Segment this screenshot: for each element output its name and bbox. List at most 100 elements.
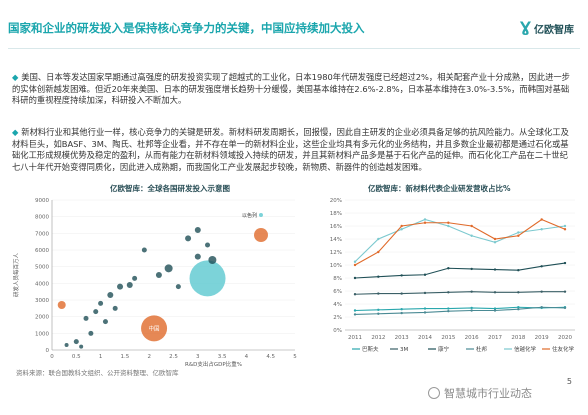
bubble xyxy=(208,256,217,264)
series-point xyxy=(447,307,450,310)
series-point xyxy=(377,308,380,312)
series-point xyxy=(447,224,450,228)
bubble xyxy=(205,242,211,248)
bubble xyxy=(141,247,147,253)
y-tick-label: 0% xyxy=(333,328,342,334)
series-point xyxy=(400,292,403,295)
paragraph-1: ◆ 美国、日本等发达国家早期通过高强度的研发投资实现了超越式的工业化，日本198… xyxy=(12,72,576,107)
bubble xyxy=(57,301,66,309)
legend-label: 3M xyxy=(400,347,408,353)
title-divider xyxy=(8,48,580,49)
series-point xyxy=(493,291,497,294)
bubble xyxy=(189,260,226,297)
logo: Ɣ 亿欧智库 xyxy=(520,20,574,36)
legend-label: 信越化学 xyxy=(514,345,537,353)
series-point xyxy=(493,241,497,244)
series-point xyxy=(540,306,543,310)
x-tick-label: 2019 xyxy=(535,335,549,341)
x-tick-label: 2016 xyxy=(465,335,479,341)
x-tick-label: 2020 xyxy=(558,335,572,341)
y-tick-label: 5000 xyxy=(35,265,49,271)
bubble xyxy=(194,253,201,260)
series-point xyxy=(470,224,473,228)
series-line xyxy=(354,291,565,295)
wechat-icon xyxy=(428,387,440,399)
x-tick-label: 2015 xyxy=(441,335,455,341)
series-point xyxy=(377,292,380,295)
bubble xyxy=(73,339,79,345)
bubble xyxy=(258,213,263,217)
bubble xyxy=(132,275,138,281)
legend-label: 巴斯夫 xyxy=(362,345,379,353)
series-point xyxy=(447,221,450,224)
y-tick-label: 18% xyxy=(330,211,342,217)
series-point xyxy=(353,260,357,263)
watermark-text: 智慧城市行业动态 xyxy=(444,387,532,400)
y-tick-label: 6% xyxy=(333,289,342,295)
bubble xyxy=(164,264,173,273)
series-point xyxy=(540,228,543,231)
series-point xyxy=(423,311,427,314)
x-tick-label: 3 xyxy=(196,354,200,360)
series-point xyxy=(563,290,567,293)
y-tick-label: 9000 xyxy=(35,198,49,204)
series-point xyxy=(400,224,403,228)
x-tick-label: 2011 xyxy=(348,335,362,341)
series-point xyxy=(400,311,403,315)
series-point xyxy=(377,237,380,241)
bubble xyxy=(112,305,118,311)
series-point xyxy=(493,268,497,271)
series-point xyxy=(563,306,567,309)
x-tick-label: 2018 xyxy=(511,335,525,341)
series-point xyxy=(563,224,567,228)
y-tick-label: 7000 xyxy=(35,231,49,237)
x-tick-label: 3.5 xyxy=(218,354,227,360)
scatter-chart-title: 亿欧智库：全球各国研发投入示意图 xyxy=(110,184,230,193)
bubble xyxy=(185,235,192,242)
series-point xyxy=(517,308,520,311)
bubble xyxy=(88,330,94,336)
series-point xyxy=(400,308,403,311)
logo-icon: Ɣ xyxy=(519,20,531,36)
source-note: 资料来源：联合国教科文组织、公开资料整理、亿欧智库 xyxy=(16,369,179,377)
series-point xyxy=(470,306,473,310)
bubble xyxy=(64,343,69,347)
series-point xyxy=(563,228,567,231)
series-point xyxy=(517,291,520,294)
bullet-icon: ◆ xyxy=(12,72,22,82)
x-tick-label: 2 xyxy=(147,354,151,360)
series-point xyxy=(353,263,357,267)
series-point xyxy=(517,231,520,234)
bubble xyxy=(175,284,181,290)
legend-label: 康宁 xyxy=(438,345,450,353)
series-point xyxy=(540,290,543,293)
series-point xyxy=(423,221,427,224)
bubble xyxy=(253,228,268,242)
series-point xyxy=(447,291,450,294)
line-chart-title: 亿欧智库：新材料代表企业研发营收占比% xyxy=(368,184,511,193)
x-tick-label: 2017 xyxy=(488,335,502,341)
legend-label: 杜邦 xyxy=(476,345,488,353)
series-line xyxy=(354,218,566,266)
series-point xyxy=(423,218,427,221)
series-point xyxy=(517,269,520,272)
x-tick-label: 1 xyxy=(99,354,103,360)
x-tick-label: 2.5 xyxy=(169,354,178,360)
bubble xyxy=(102,319,108,325)
y-tick-label: 14% xyxy=(330,237,342,243)
series-point xyxy=(423,291,427,295)
series-point xyxy=(540,218,543,221)
bullet-icon: ◆ xyxy=(12,127,22,137)
series-point xyxy=(353,309,357,312)
paragraph-2-text: 新材料行业和其他行业一样，核心竞争力的关键是研发。新材料研发周期长，回报慢，因此… xyxy=(12,127,569,172)
bubble xyxy=(98,300,104,306)
bubble xyxy=(117,283,124,290)
y-tick-label: 20% xyxy=(330,198,342,204)
paragraph-1-text: 美国、日本等发达国家早期通过高强度的研发投资实现了超越式的工业化，日本1980年… xyxy=(12,72,570,105)
series-line xyxy=(354,218,566,263)
bubble xyxy=(83,315,89,321)
series-point xyxy=(470,267,473,271)
series-point xyxy=(493,309,497,312)
